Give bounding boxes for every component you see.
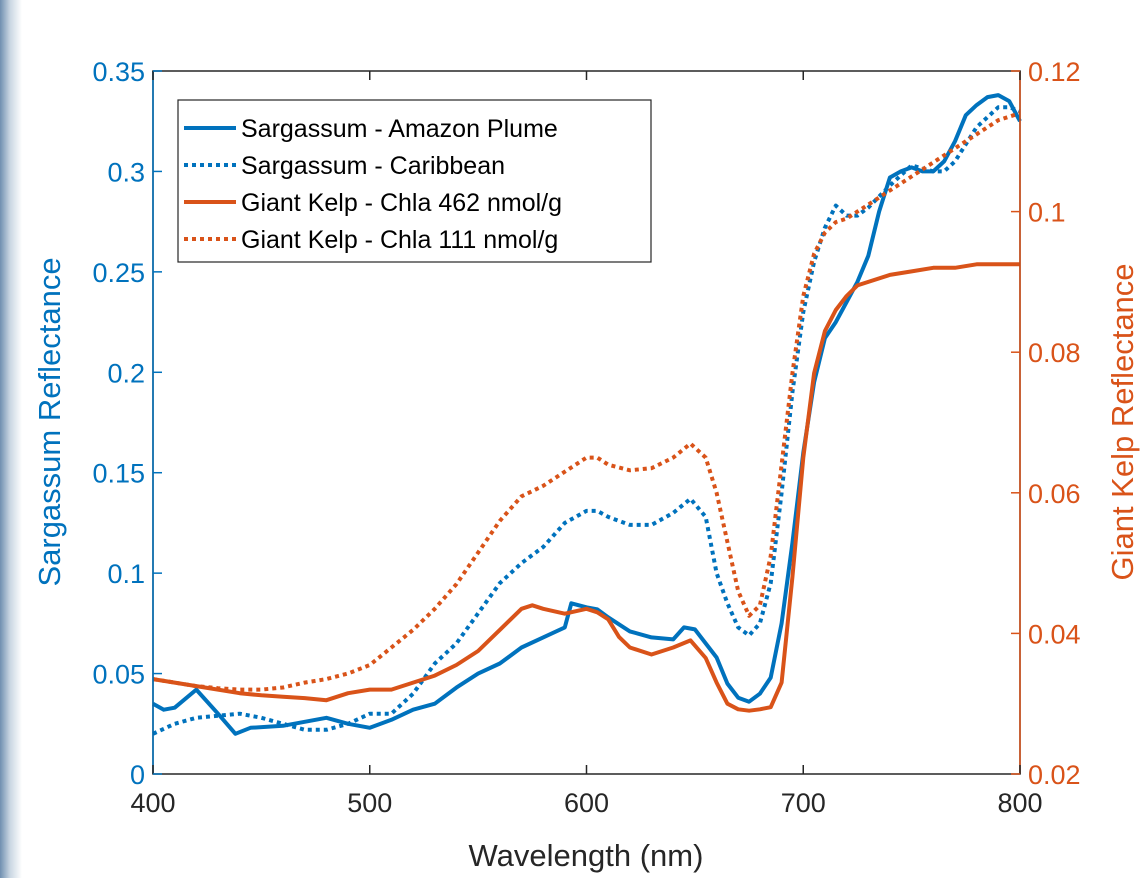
series-line-1 (152, 93, 1022, 736)
x-tick-label: 800 (997, 788, 1042, 818)
x-tick-label: 600 (564, 788, 609, 818)
right-y-axis-ticks: 0.02 0.04 0.06 0.08 0.1 0.12 (1011, 57, 1081, 790)
x-tick-label: 500 (347, 788, 392, 818)
plot-area (152, 93, 1022, 736)
left-y-tick-label: 0.2 (107, 358, 145, 388)
right-y-axis-label: Giant Kelp Reflectance (1105, 263, 1140, 580)
series-line-3 (152, 262, 1020, 713)
series-line-2 (152, 105, 1021, 736)
right-y-tick-label: 0.1 (1028, 198, 1066, 228)
legend-label: Sargassum - Amazon Plume (241, 115, 558, 143)
left-y-tick-label: 0.1 (107, 559, 145, 589)
left-y-tick-label: 0.25 (92, 258, 145, 288)
left-y-tick-label: 0 (130, 760, 145, 790)
left-y-tick-label: 0.05 (92, 660, 145, 690)
right-y-tick-label: 0.06 (1028, 479, 1081, 509)
right-y-tick-label: 0.04 (1028, 619, 1081, 649)
legend: Sargassum - Amazon Plume Sargassum - Cari… (177, 99, 652, 263)
left-y-axis-ticks: 0 0.05 0.1 0.15 0.2 0.25 0.3 0.35 (92, 57, 162, 790)
x-axis-label: Wavelength (nm) (469, 838, 704, 873)
right-y-tick-label: 0.08 (1028, 338, 1081, 368)
left-y-axis-label: Sargassum Reflectance (32, 257, 67, 586)
right-y-tick-label: 0.02 (1028, 760, 1081, 790)
right-y-tick-label: 0.12 (1028, 57, 1081, 87)
series-line-4 (152, 111, 1021, 692)
left-y-tick-label: 0.3 (107, 157, 145, 187)
left-y-tick-label: 0.15 (92, 459, 145, 489)
legend-label: Sargassum - Caribbean (241, 152, 505, 180)
x-axis-ticks: 400 500 600 700 800 (130, 71, 1043, 818)
legend-label: Giant Kelp - Chla 462 nmol/g (241, 189, 562, 217)
legend-box (177, 99, 652, 263)
x-tick-label: 400 (130, 788, 175, 818)
legend-label: Giant Kelp - Chla 111 nmol/g (241, 226, 558, 254)
left-y-tick-label: 0.35 (92, 57, 145, 87)
x-tick-label: 700 (781, 788, 826, 818)
